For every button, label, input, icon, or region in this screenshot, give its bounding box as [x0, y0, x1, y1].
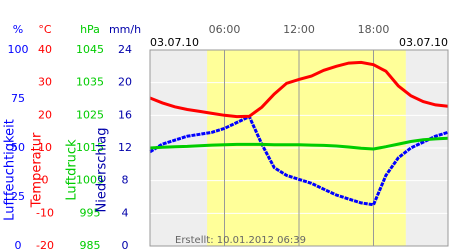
- date-right: 03.07.10: [399, 36, 448, 49]
- series-line: [149, 136, 449, 151]
- y-tick-label: 40: [38, 43, 52, 56]
- y-tick-label: 4: [122, 206, 129, 219]
- x-tick-label: 18:00: [358, 23, 390, 36]
- y-tick-label: 1005: [76, 174, 104, 187]
- y-tick-label: 25: [11, 190, 25, 203]
- x-tick-label: 06:00: [209, 23, 241, 36]
- y-tick-label: -20: [36, 239, 54, 250]
- y-tick-label: 50: [11, 141, 25, 154]
- y-tick-label: 1045: [76, 43, 104, 56]
- y-tick-label: 0: [15, 239, 22, 250]
- y-tick-label: 20: [38, 108, 52, 121]
- y-tick-label: 16: [118, 108, 132, 121]
- y-tick-label: 985: [80, 239, 101, 250]
- axis-label: Luftfeuchtigkeit: [3, 119, 18, 221]
- axis-unit: %: [13, 23, 23, 36]
- y-tick-label: 0: [122, 239, 129, 250]
- y-tick-label: 0: [42, 174, 49, 187]
- axis-label: Luftdruck: [65, 139, 80, 201]
- footer: Erstellt: 10.01.2012 06:39: [175, 235, 306, 246]
- axis-label: Niederschlag: [95, 128, 110, 213]
- y-tick-label: 1025: [76, 108, 104, 121]
- y-tick-label: 12: [118, 141, 132, 154]
- x-tick-label: 12:00: [283, 23, 315, 36]
- date-left: 03.07.10: [150, 36, 199, 49]
- y-tick-label: 8: [122, 174, 129, 187]
- y-tick-label: 24: [118, 43, 132, 56]
- axis-unit: °C: [38, 23, 52, 36]
- y-tick-label: 100: [8, 43, 29, 56]
- series-line: [149, 114, 449, 207]
- y-tick-label: -10: [36, 206, 54, 219]
- y-tick-label: 995: [80, 206, 101, 219]
- y-tick-label: 30: [38, 76, 52, 89]
- plot-border: [149, 49, 449, 247]
- series-line: [149, 60, 449, 119]
- axis-unit: hPa: [80, 23, 100, 36]
- y-tick-label: 10: [38, 141, 52, 154]
- axis-unit: mm/h: [109, 23, 141, 36]
- y-tick-label: 1035: [76, 76, 104, 89]
- y-tick-label: 1015: [76, 141, 104, 154]
- y-tick-label: 20: [118, 76, 132, 89]
- y-tick-label: 75: [11, 92, 25, 105]
- axis-label: Temperatur: [30, 132, 45, 208]
